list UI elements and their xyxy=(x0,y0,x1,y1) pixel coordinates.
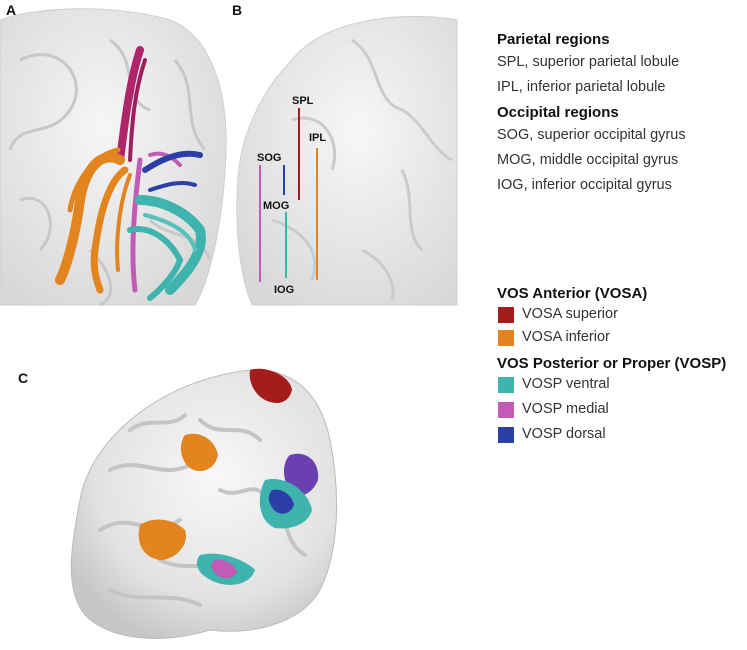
vosa-inferior-region-upper xyxy=(180,433,218,472)
brain-sulci xyxy=(271,38,453,301)
vosp-ventral-swatch xyxy=(498,377,514,393)
vosa-superior-region xyxy=(249,368,292,403)
vosp-dorsal-label: VOSP dorsal xyxy=(522,426,606,442)
ipl-definition: IPL, inferior parietal lobule xyxy=(497,79,666,95)
spl-definition: SPL, superior parietal lobule xyxy=(497,54,680,70)
vosp-ventral-label: VOSP ventral xyxy=(522,376,610,392)
panel-c-surface-render xyxy=(70,368,338,639)
parietal-regions-title: Parietal regions xyxy=(497,31,610,48)
panel-a-tractography xyxy=(0,8,227,307)
vosp-dorsal-swatch xyxy=(498,427,514,443)
vosa-inferior-swatch xyxy=(498,330,514,346)
vosp-medial-region xyxy=(211,559,237,579)
tract-vosa-superior xyxy=(116,46,147,164)
panel-b-regions: SPL IPL SOG MOG IOG xyxy=(236,15,458,306)
vosp-medial-swatch xyxy=(498,402,514,418)
ipl-tag: IPL xyxy=(309,132,326,144)
tract-vosp-ventral xyxy=(127,195,206,301)
brain-surface xyxy=(236,15,458,306)
brain-surface xyxy=(70,369,338,639)
sog-tag: SOG xyxy=(257,152,281,164)
sog-definition: SOG, superior occipital gyrus xyxy=(497,127,686,143)
mog-definition: MOG, middle occipital gyrus xyxy=(497,152,679,168)
occipital-regions-title: Occipital regions xyxy=(497,104,619,121)
mog-tag: MOG xyxy=(263,200,289,212)
iog-definition: IOG, inferior occipital gyrus xyxy=(497,177,672,193)
tract-vosp-dorsal xyxy=(142,150,203,192)
vosa-superior-swatch xyxy=(498,307,514,323)
tract-vosa-inferior xyxy=(55,147,132,294)
panel-label-a: A xyxy=(6,2,17,18)
vosp-title: VOS Posterior or Proper (VOSP) xyxy=(497,355,727,372)
iog-tag: IOG xyxy=(274,284,294,296)
vosa-superior-label: VOSA superior xyxy=(522,306,618,322)
vosp-dorsal-patch xyxy=(268,489,294,514)
vosa-inferior-region-lower xyxy=(138,519,186,560)
panel-label-c: C xyxy=(18,370,29,386)
panel-label-b: B xyxy=(232,2,243,18)
vosa-title: VOS Anterior (VOSA) xyxy=(497,285,648,302)
spl-tag: SPL xyxy=(292,95,314,107)
vosp-medial-label: VOSP medial xyxy=(522,401,609,417)
vosa-inferior-label: VOSA inferior xyxy=(522,329,610,345)
